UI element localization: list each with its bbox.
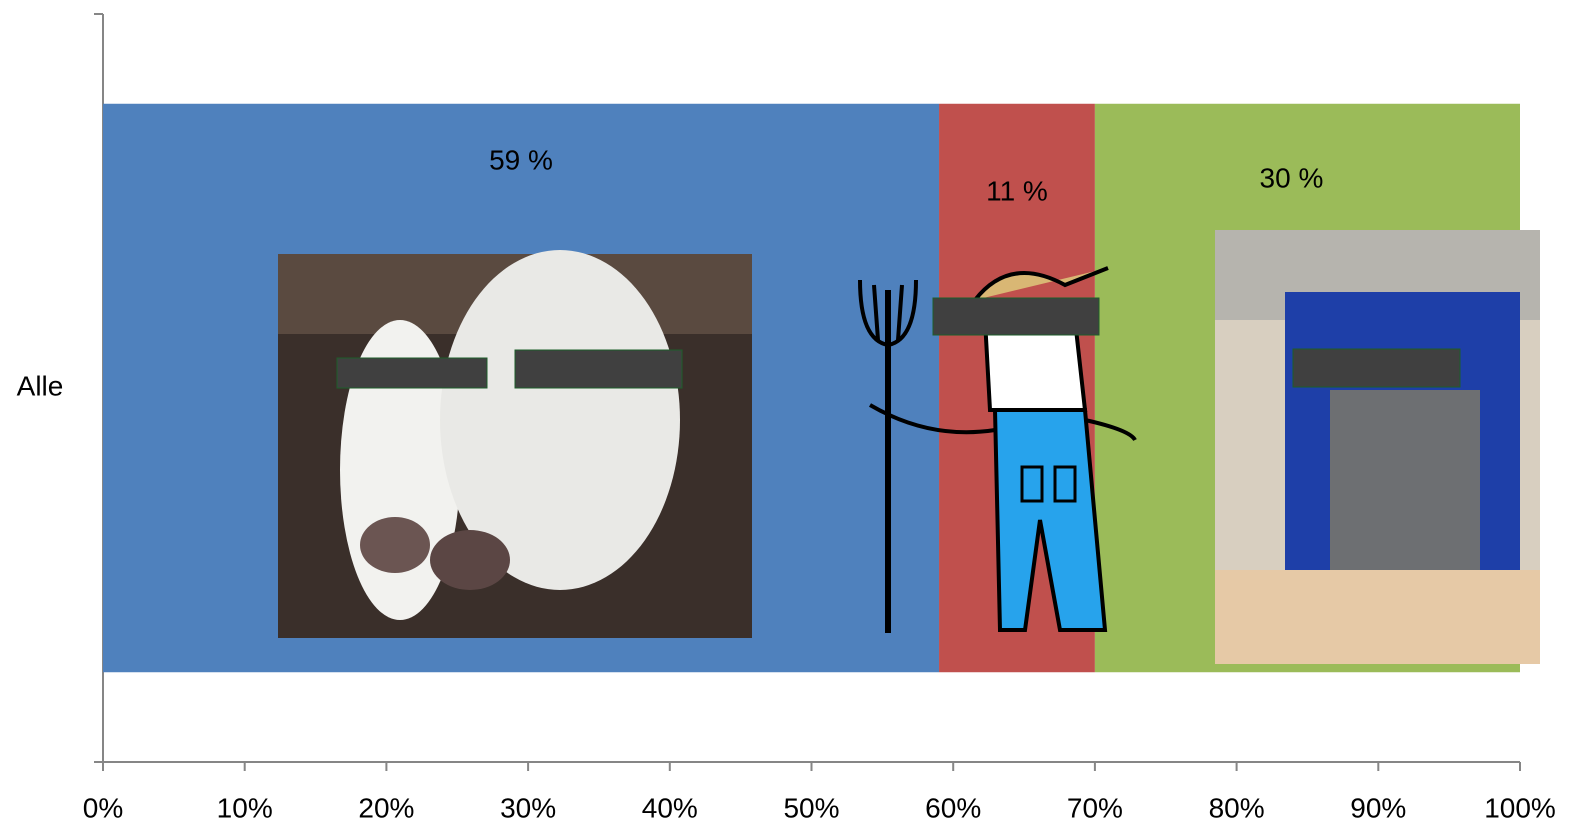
x-tick-label: 50% — [783, 792, 839, 823]
farmer-hat — [973, 266, 1109, 302]
redaction — [514, 349, 683, 389]
x-tick-label: 0% — [83, 792, 123, 823]
x-tick-label: 80% — [1209, 792, 1265, 823]
cow-nose — [430, 530, 510, 590]
value-label: 59 % — [489, 144, 553, 175]
redaction — [336, 357, 488, 389]
farmer-arms — [868, 403, 1137, 442]
cow-head — [440, 250, 680, 590]
value-label: 11 % — [986, 175, 1048, 206]
x-tick-label: 90% — [1350, 792, 1406, 823]
redaction — [1292, 348, 1461, 388]
y-tick-label: Alle — [17, 370, 64, 401]
x-tick-label: 100% — [1484, 792, 1556, 823]
label-layer: 0% 10% 20% 30% 40% 50% 60% 70% 80% 90% 100% Alle 59 … — [17, 144, 1556, 823]
x-tick-label: 20% — [358, 792, 414, 823]
x-tick-label: 40% — [642, 792, 698, 823]
robot-frame — [1330, 390, 1480, 590]
x-tick-label: 60% — [925, 792, 981, 823]
pitchfork-tines — [858, 279, 918, 348]
value-label: 30 % — [1260, 162, 1324, 193]
milking-robot-photo — [1215, 230, 1540, 664]
cow-photo — [278, 250, 752, 638]
illustrations — [278, 230, 1540, 664]
pocket — [1053, 465, 1077, 503]
pocket — [1020, 465, 1044, 503]
x-tick-label: 30% — [500, 792, 556, 823]
x-tick-label: 10% — [217, 792, 273, 823]
farmer-figure — [858, 266, 1137, 633]
x-tick-label: 70% — [1067, 792, 1123, 823]
cow-nose — [360, 517, 430, 573]
photo-floor — [1215, 570, 1540, 664]
redaction — [932, 297, 1100, 336]
farmer-overalls — [992, 408, 1108, 632]
